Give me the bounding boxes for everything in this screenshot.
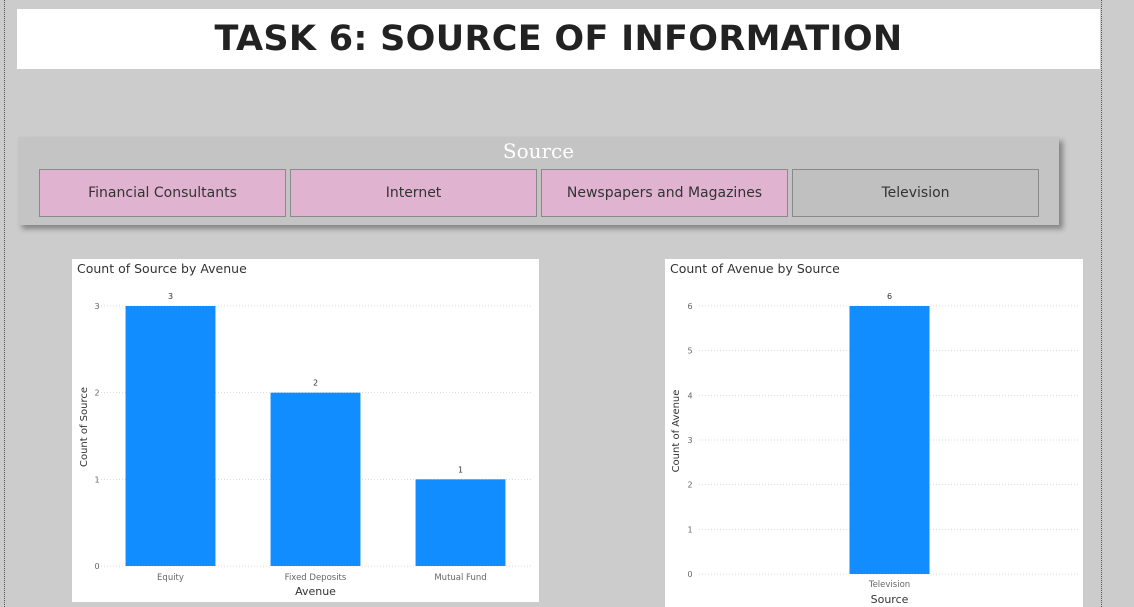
- y-tick-label: 6: [687, 302, 692, 311]
- bar: [125, 306, 216, 566]
- chart-count-of-avenue-by-source[interactable]: 0 1 2 3 4 5 6 6 Television Source Count of Avenue …: [665, 259, 1083, 607]
- y-tick-label: 3: [94, 302, 99, 311]
- y-axis-label: Count of Avenue: [671, 390, 682, 473]
- x-tick-label: Television: [868, 580, 910, 590]
- x-tick-label: Fixed Deposits: [285, 573, 347, 583]
- x-axis-label: Avenue: [295, 585, 336, 598]
- slicer-item-internet[interactable]: Internet: [290, 169, 537, 217]
- bar: [415, 479, 506, 566]
- x-tick-label: Equity: [157, 573, 184, 583]
- y-tick-label: 5: [687, 347, 692, 356]
- x-axis-label: Source: [871, 593, 909, 606]
- page-title-bar: TASK 6: SOURCE OF INFORMATION: [17, 9, 1100, 69]
- data-label: 1: [458, 465, 463, 474]
- source-slicer: Source Financial Consultants Internet Ne…: [18, 137, 1059, 225]
- data-label: 2: [313, 379, 318, 388]
- y-tick-label: 1: [687, 525, 692, 534]
- y-tick-label: 3: [687, 436, 692, 445]
- page-title: TASK 6: SOURCE OF INFORMATION: [214, 19, 903, 59]
- y-tick-label: 4: [687, 391, 692, 400]
- right-border-dots: [1101, 0, 1102, 607]
- chart-count-of-source-by-avenue[interactable]: 0 1 2 3 3 Equity 2 Fixed Deposits 1 Mutual Fund Av…: [72, 259, 539, 602]
- chart-title: Count of Source by Avenue: [77, 261, 247, 276]
- left-border-dots: [4, 0, 5, 607]
- y-tick-label: 2: [94, 389, 99, 398]
- y-tick-label: 2: [687, 481, 692, 490]
- chart-svg: 0 1 2 3 4 5 6 6 Television Source Count of Avenue: [671, 292, 1080, 606]
- slicer-item-television[interactable]: Television: [792, 169, 1039, 217]
- chart-title: Count of Avenue by Source: [670, 261, 840, 276]
- data-label: 6: [887, 292, 892, 301]
- y-axis-label: Count of Source: [79, 387, 90, 467]
- y-tick-label: 0: [94, 562, 99, 571]
- data-label: 3: [168, 292, 173, 301]
- slicer-title: Source: [502, 139, 575, 163]
- slicer-item-newspapers-and-magazines[interactable]: Newspapers and Magazines: [541, 169, 788, 217]
- x-tick-label: Mutual Fund: [434, 573, 486, 583]
- slicer-item-financial-consultants[interactable]: Financial Consultants: [39, 169, 286, 217]
- bar: [270, 392, 361, 566]
- slicer-items: Financial Consultants Internet Newspaper…: [39, 169, 1043, 217]
- y-tick-label: 1: [94, 475, 99, 484]
- y-tick-label: 0: [687, 570, 692, 579]
- bar: [849, 306, 930, 574]
- chart-svg: 0 1 2 3 3 Equity 2 Fixed Deposits 1 Mutual Fund Av…: [79, 292, 533, 598]
